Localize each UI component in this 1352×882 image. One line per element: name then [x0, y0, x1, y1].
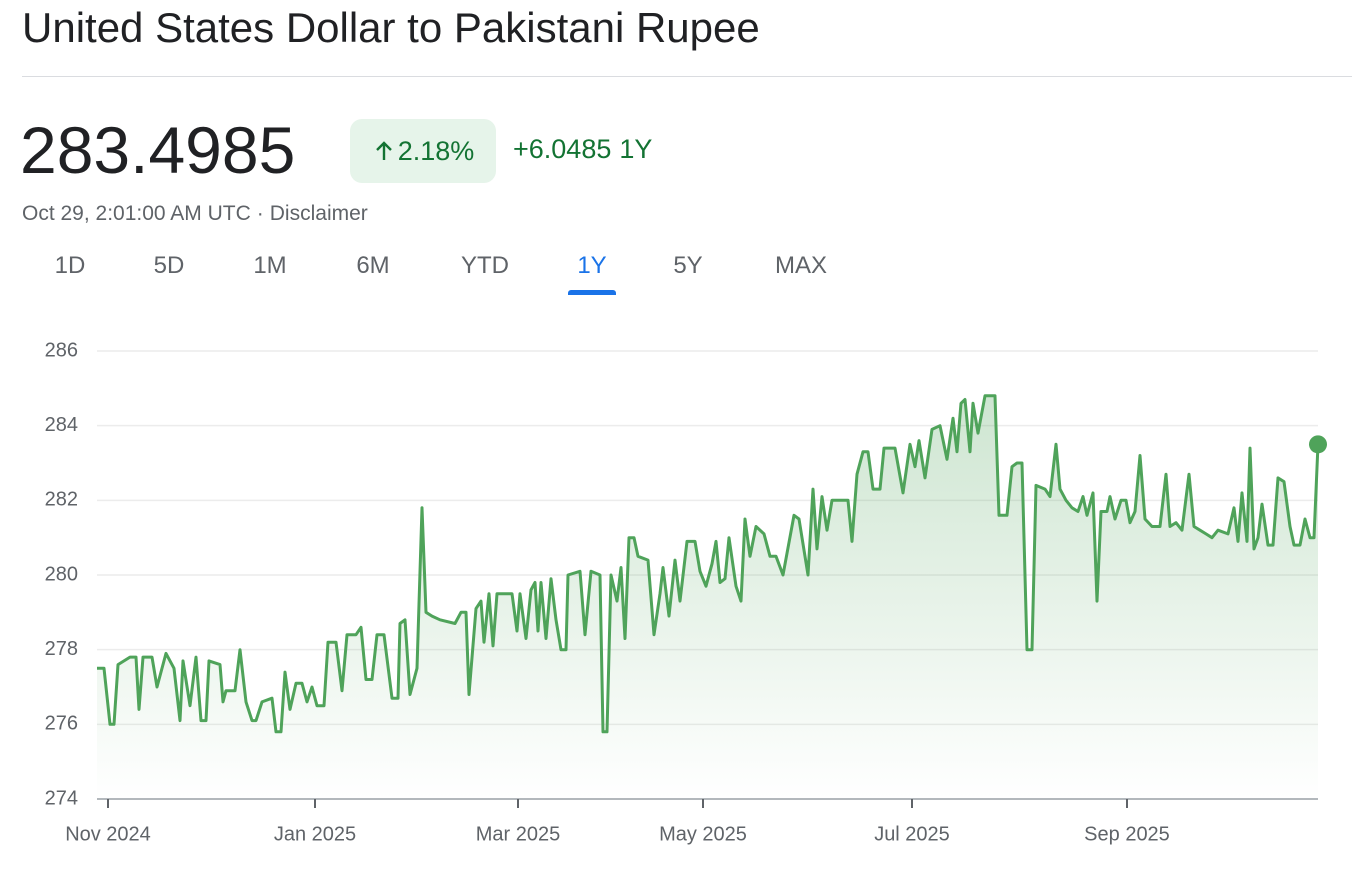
area-fill [97, 395, 1318, 799]
separator: · [256, 202, 264, 225]
y-tick-label: 282 [45, 489, 78, 511]
page-title: United States Dollar to Pakistani Rupee [22, 4, 760, 51]
y-tick-label: 274 [45, 787, 78, 809]
timestamp-row: Oct 29, 2:01:00 AM UTC · Disclaimer [22, 202, 374, 226]
range-tabs: 1D 5D 1M 6M YTD 1Y 5Y MAX [0, 252, 900, 296]
change-badge: 2.18% [350, 119, 496, 183]
range-tab[interactable]: 1D [54, 252, 86, 279]
y-tick-label: 286 [45, 339, 78, 361]
price: 283.4985 [20, 113, 296, 187]
x-tick-label: Jan 2025 [274, 823, 356, 845]
x-tick-label: Jul 2025 [874, 823, 950, 845]
divider [22, 76, 1352, 77]
range-tab[interactable]: YTD [461, 252, 509, 279]
change-value: +6.0485 [513, 134, 612, 164]
range-tab[interactable]: 5D [153, 252, 185, 279]
range-tab[interactable]: 1M [253, 252, 287, 279]
up-arrow-icon [375, 141, 392, 160]
x-tick-label: Mar 2025 [476, 823, 561, 845]
x-tick-label: Sep 2025 [1084, 823, 1170, 845]
change-period: 1Y [619, 134, 653, 164]
last-point [1309, 435, 1327, 454]
range-tab[interactable]: 6M [356, 252, 390, 279]
y-tick-label: 278 [45, 638, 78, 660]
selected-underline [568, 290, 616, 295]
change-percent: 2.18% [397, 135, 475, 166]
range-tab[interactable]: 5Y [673, 252, 703, 279]
y-tick-label: 284 [45, 414, 78, 436]
y-tick-label: 280 [45, 563, 78, 585]
range-tab[interactable]: MAX [774, 252, 828, 279]
price-line [97, 394, 1320, 734]
x-tick-label: May 2025 [659, 823, 747, 845]
change: +6.0485 1Y [513, 134, 652, 165]
y-tick-label: 276 [45, 713, 78, 735]
x-tick-label: Nov 2024 [65, 823, 151, 845]
timestamp: Oct 29, 2:01:00 AM UTC [22, 202, 251, 225]
disclaimer-link[interactable]: Disclaimer [269, 202, 368, 225]
range-tab[interactable]: 1Y [577, 252, 607, 279]
